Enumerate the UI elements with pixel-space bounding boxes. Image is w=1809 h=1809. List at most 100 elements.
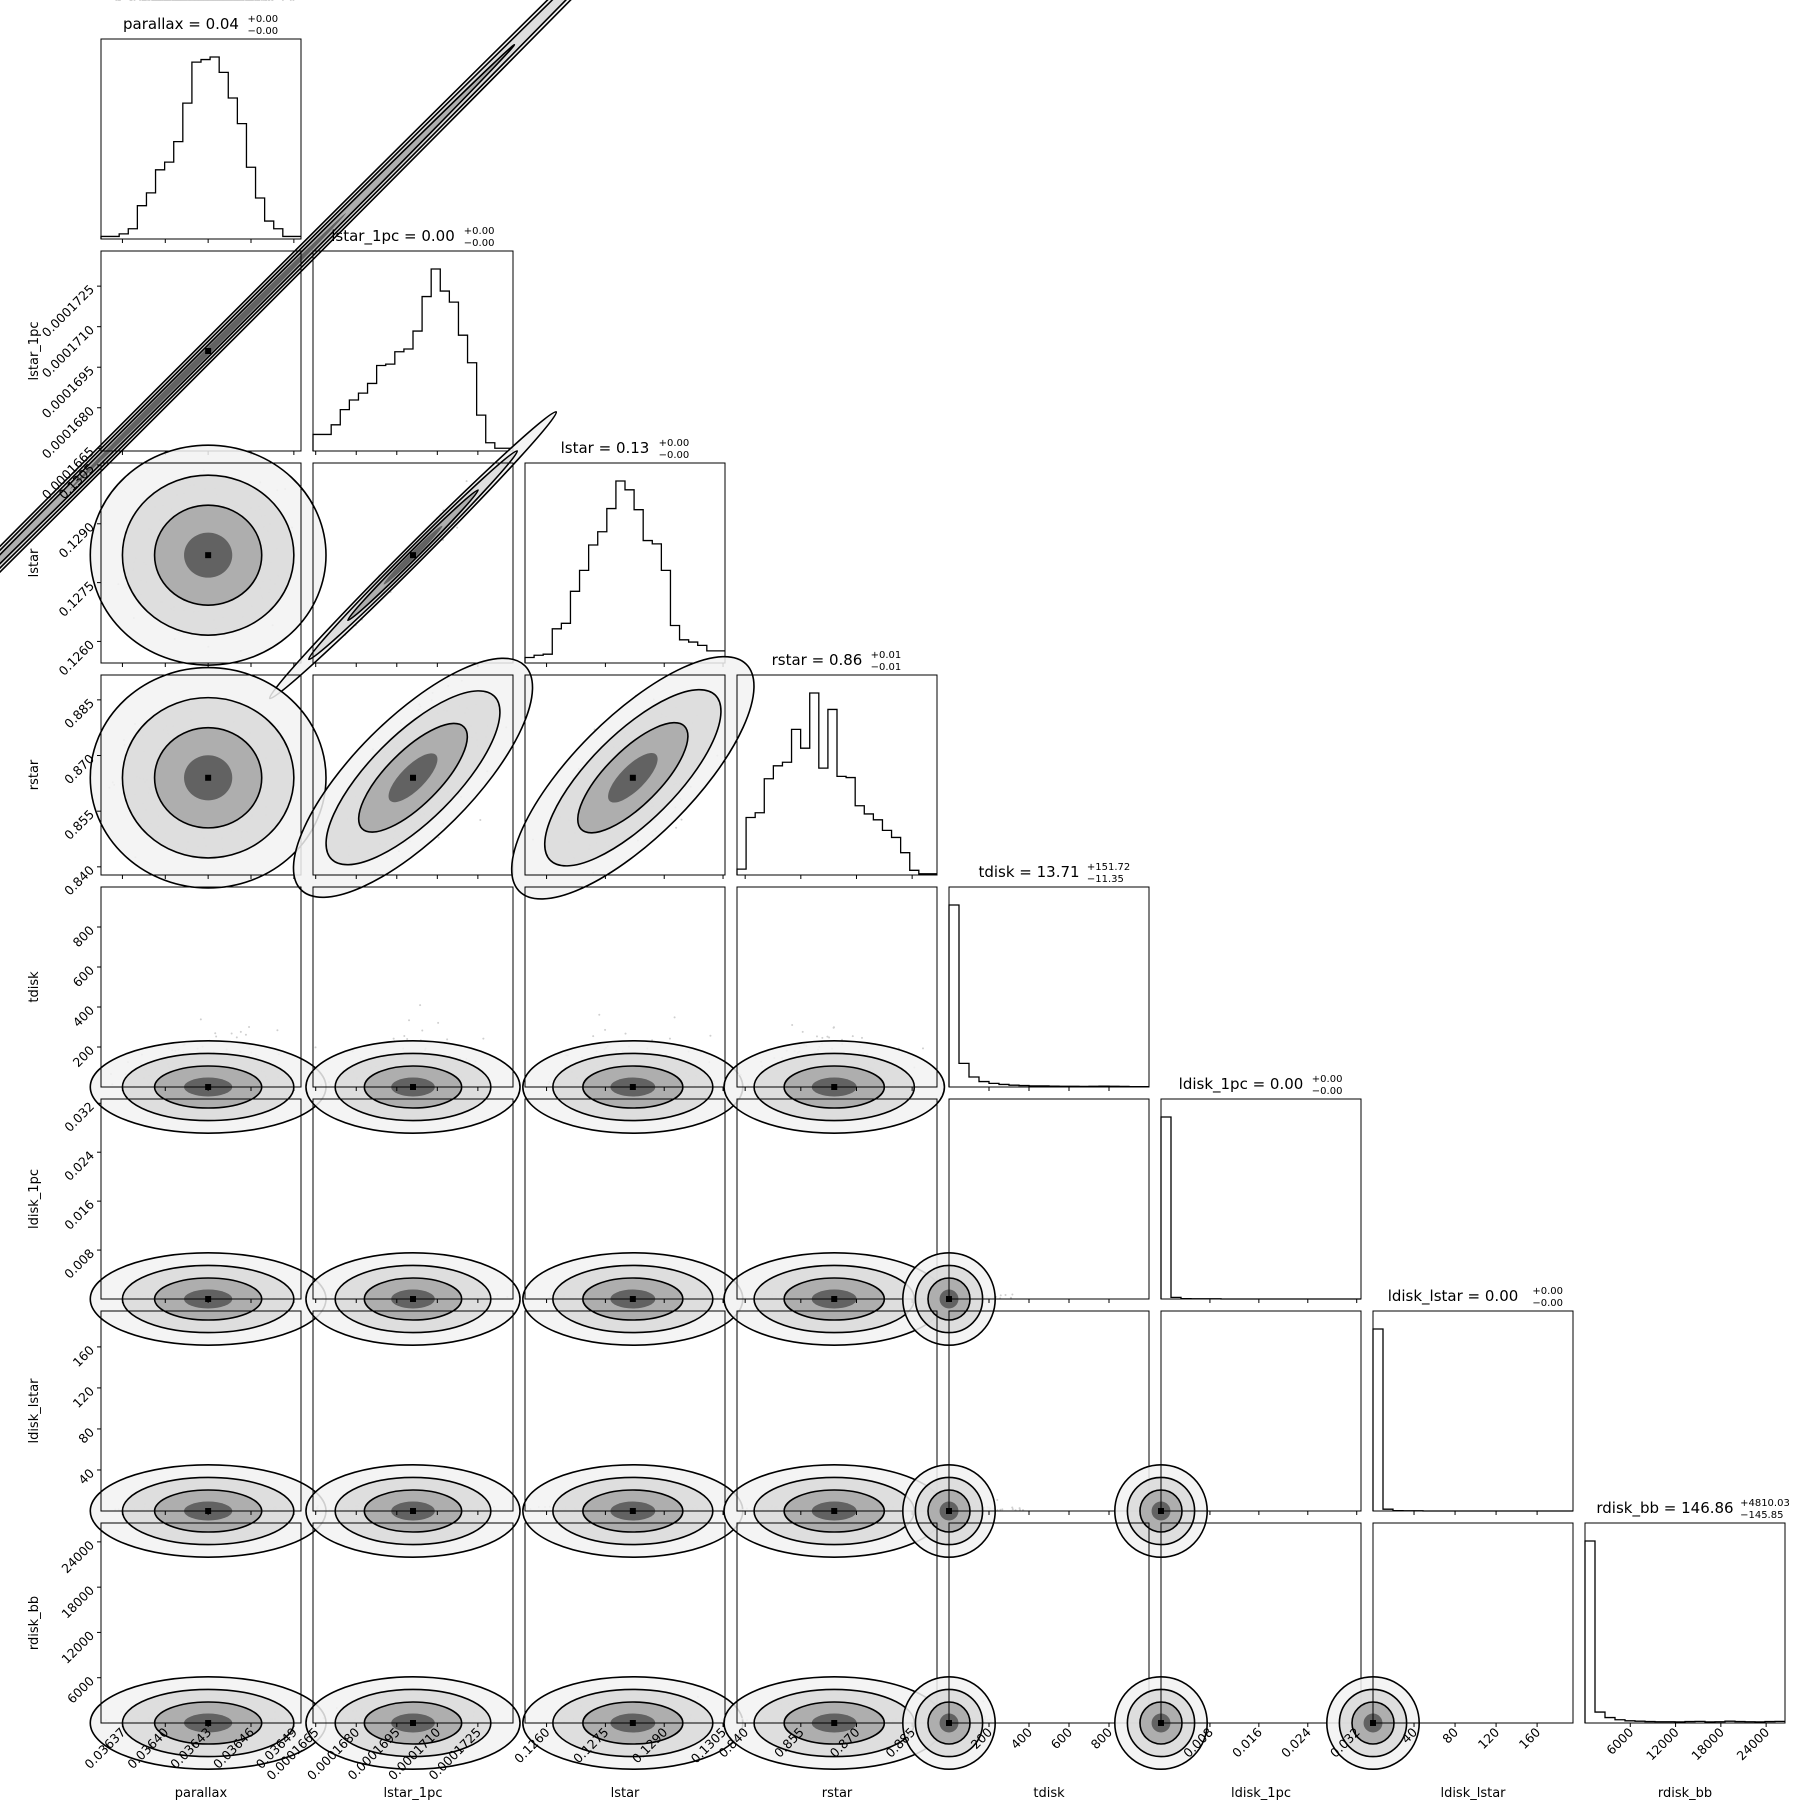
sample-point [248, 1025, 251, 1028]
sample-point [117, 0, 120, 1]
sample-point [169, 0, 172, 1]
sample-point [479, 819, 482, 822]
sample-point [598, 1013, 601, 1016]
scatter-points [115, 0, 295, 1]
sample-point [198, 0, 201, 1]
sample-point [832, 1026, 835, 1029]
sample-point [392, 1037, 395, 1040]
sample-point [233, 0, 236, 1]
density-contour [0, 0, 699, 842]
scatter-panel-lstar_1pc-vs-lstar [268, 410, 558, 700]
sample-point [289, 0, 292, 1]
sample-point [271, 0, 274, 1]
density-peak [410, 552, 416, 559]
sample-point [1011, 1293, 1014, 1296]
sample-point [262, 0, 265, 1]
title-upper-error: +0.00 [248, 14, 279, 25]
sample-point [403, 1034, 406, 1037]
panel-frame [312, 462, 514, 664]
title-upper-error: +0.01 [871, 650, 902, 661]
sample-point [267, 0, 270, 1]
sample-point [406, 1037, 409, 1040]
sample-point [235, 1036, 238, 1039]
title-upper-error: +151.72 [1087, 862, 1130, 873]
sample-point [248, 0, 251, 1]
histogram-step [100, 56, 301, 239]
scatter-panel-parallax-vs-lstar [89, 444, 327, 667]
sample-point [604, 1028, 607, 1031]
title-lower-error: −0.00 [659, 450, 690, 461]
sample-point [821, 1036, 824, 1039]
sample-point [815, 1035, 818, 1038]
sample-point [201, 0, 204, 1]
sample-point [256, 0, 259, 1]
sample-point [276, 1029, 279, 1032]
histogram-panel-lstar: lstar = 0.13 +0.00−0.00 [524, 438, 726, 667]
sample-point [199, 1018, 202, 1021]
histogram-panel-tdisk: tdisk = 13.71 +151.72−11.35 [948, 862, 1150, 1091]
sample-point [207, 0, 210, 1]
sample-point [419, 1004, 422, 1007]
title-lower-error: −0.01 [871, 662, 902, 673]
sample-point [187, 0, 190, 1]
sample-point [235, 0, 238, 1]
panel-frame [100, 38, 302, 240]
panel-frame [100, 462, 302, 664]
sample-point [176, 0, 179, 1]
scatter-panel-tdisk-vs-ldisk_1pc [901, 1098, 1150, 1347]
scatter-panel-lstar-vs-tdisk [522, 886, 744, 1135]
panel-frame [948, 886, 1150, 1088]
sample-point [213, 0, 216, 1]
density-peak [205, 552, 212, 559]
sample-point [139, 0, 142, 1]
sample-point [171, 0, 174, 1]
panel-title: rstar = 0.86 [772, 651, 863, 669]
sample-point [791, 1024, 794, 1027]
sample-point [828, 1036, 831, 1039]
sample-point [210, 0, 213, 1]
sample-point [314, 1046, 317, 1049]
sample-point [115, 0, 118, 1]
title-lower-error: −0.00 [248, 26, 279, 37]
histogram-step [948, 904, 1149, 1088]
sample-point [860, 1036, 863, 1039]
sample-point [709, 1034, 712, 1037]
sample-point [242, 0, 245, 1]
panel-title: parallax = 0.04 [123, 15, 239, 33]
sample-point [245, 0, 248, 1]
sample-point [244, 1033, 247, 1036]
panel-title: tdisk = 13.71 [978, 863, 1079, 881]
sample-point [158, 0, 161, 1]
sample-point [148, 0, 151, 1]
sample-point [154, 0, 157, 1]
sample-point [219, 0, 222, 1]
sample-point [164, 0, 167, 1]
sample-point [260, 0, 263, 1]
sample-point [214, 1032, 217, 1035]
sample-point [224, 0, 227, 1]
sample-point [180, 0, 183, 1]
sample-point [133, 0, 136, 1]
scatter-panel-parallax-vs-lstar_1pc [0, 0, 883, 1026]
histogram-panel-parallax: parallax = 0.04 +0.00−0.00 [100, 14, 302, 243]
sample-point [230, 1032, 233, 1035]
panel-title: lstar = 0.13 [561, 439, 650, 457]
density-peak [410, 774, 416, 781]
sample-point [281, 0, 284, 1]
histogram-step [524, 480, 725, 663]
sample-point [151, 0, 154, 1]
sample-point [203, 0, 206, 1]
scatter-panel-parallax-vs-ldisk_1pc [89, 1098, 327, 1347]
sample-point [173, 0, 176, 1]
sample-point [196, 0, 199, 1]
title-upper-error: +0.00 [659, 438, 690, 449]
panel-title: lstar_1pc = 0.00 [331, 227, 455, 246]
sample-point [437, 836, 440, 839]
sample-point [178, 0, 181, 1]
sample-point [921, 1047, 924, 1050]
sample-point [189, 0, 192, 1]
panel-frame [312, 250, 514, 452]
histogram-panel-lstar_1pc: lstar_1pc = 0.00 +0.00−0.00 [312, 226, 514, 455]
sample-point [624, 1032, 627, 1035]
